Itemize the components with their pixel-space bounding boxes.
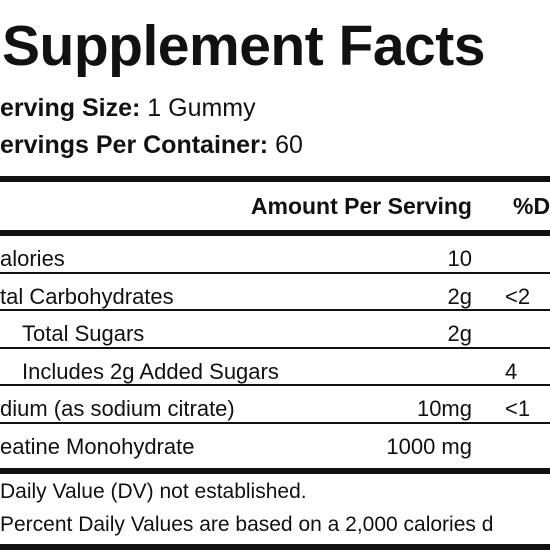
serving-size: erving Size: 1 Gummy [0, 96, 256, 121]
nutrient-name: eatine Monohydrate [0, 434, 195, 459]
nutrient-name: Includes 2g Added Sugars [22, 358, 279, 384]
title: Supplement Facts [2, 14, 485, 78]
amount: 1000 mg [386, 434, 472, 459]
servings-value: 60 [275, 131, 303, 159]
amount: 2g [447, 283, 472, 309]
row-divider [0, 422, 550, 424]
serving-size-value: 1 Gummy [147, 94, 256, 122]
column-header: %D [513, 193, 550, 219]
rule [0, 544, 550, 550]
servings-per-container: ervings Per Container: 60 [0, 133, 303, 158]
nutrient-name: Total Sugars [22, 321, 145, 347]
column-header: Amount Per Serving [250, 193, 472, 219]
servings-label: ervings Per Container: [0, 131, 269, 159]
row-divider [0, 271, 550, 274]
row-divider [0, 384, 550, 387]
row-divider [0, 346, 550, 349]
daily-value: <1 [505, 396, 531, 422]
footnote: Daily Value (DV) not established. [0, 480, 307, 503]
daily-value: <2 [505, 283, 531, 309]
rule [0, 230, 550, 236]
nutrient-name: tal Carbohydrates [0, 283, 174, 309]
daily-value: 4 [505, 358, 518, 384]
amount: 2g [447, 321, 472, 347]
row-divider [0, 309, 550, 312]
rule [0, 468, 550, 474]
nutrient-name: alories [0, 246, 65, 271]
amount: 10mg [416, 396, 472, 422]
amount: 10 [447, 246, 472, 271]
nutrient-name: dium (as sodium citrate) [0, 396, 235, 422]
serving-size-label: erving Size: [0, 94, 141, 122]
footnote: Percent Daily Values are based on a 2,00… [0, 513, 494, 536]
rule [0, 176, 550, 182]
